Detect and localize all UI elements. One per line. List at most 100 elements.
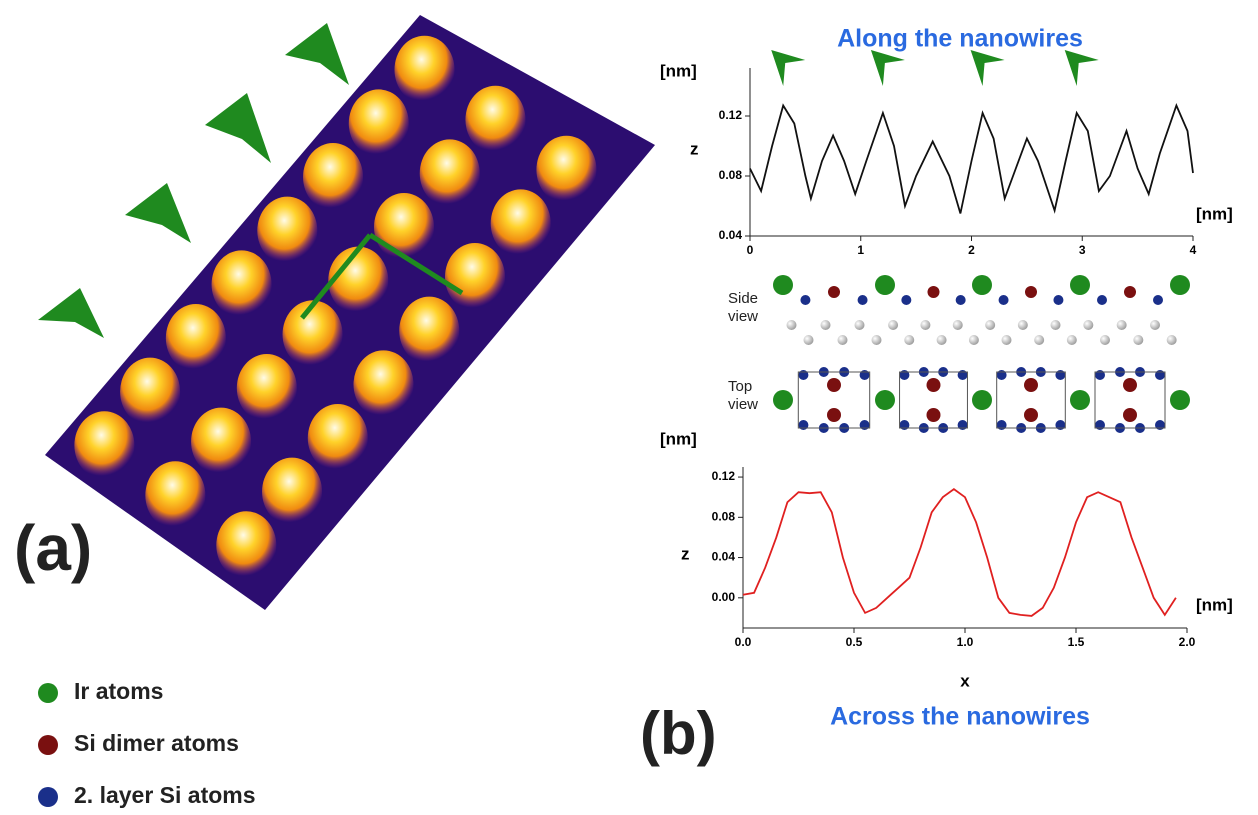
atom: [1067, 335, 1077, 345]
stm-peak: [74, 411, 134, 479]
atom: [1153, 295, 1163, 305]
atom: [953, 320, 963, 330]
figure: (a) (b) Ir atomsSi dimer atoms2. layer S…: [0, 0, 1258, 815]
peak-marker: [771, 50, 805, 86]
atom: [1083, 320, 1093, 330]
atom: [999, 295, 1009, 305]
stm-peak: [120, 358, 180, 426]
stm-peak: [216, 511, 276, 579]
x-unit: [nm]: [1196, 204, 1233, 223]
model-label: Top view: [728, 378, 768, 414]
atom: [787, 320, 797, 330]
atom: [872, 335, 882, 345]
atom: [920, 320, 930, 330]
stm-peak: [303, 143, 363, 211]
legend-swatch: [38, 735, 58, 755]
legend-swatch: [38, 683, 58, 703]
atom: [804, 335, 814, 345]
data-line: [750, 106, 1193, 214]
atom: [1133, 335, 1143, 345]
x-tick-label: 1: [857, 243, 864, 257]
atom: [1170, 390, 1190, 410]
peak-marker: [971, 50, 1005, 86]
atom: [773, 390, 793, 410]
stm-peak: [262, 458, 322, 526]
atom: [1167, 335, 1177, 345]
chart-title: Along the nanowires: [837, 25, 1083, 53]
y-unit: [nm]: [660, 429, 697, 448]
atom: [1034, 335, 1044, 345]
model-label: Side view: [728, 290, 768, 326]
stm-peak: [536, 136, 596, 204]
atom: [1070, 390, 1090, 410]
atom: [928, 286, 940, 298]
atom: [875, 275, 895, 295]
legend-label: 2. layer Si atoms: [74, 782, 256, 808]
atom: [927, 378, 941, 392]
x-tick-label: 1.0: [957, 635, 974, 649]
stm-peak: [166, 304, 226, 372]
atom: [956, 295, 966, 305]
stm-peak: [394, 36, 454, 104]
stm-peak: [145, 461, 205, 529]
chart-title: Across the nanowires: [830, 703, 1090, 731]
panel-label: (b): [640, 700, 717, 767]
page: {"panel_labels":["(a)","(b)"], "legend":…: [0, 0, 1258, 815]
x-tick-label: 4: [1190, 243, 1197, 257]
atom: [927, 408, 941, 422]
atom: [1123, 408, 1137, 422]
stm-peak: [491, 189, 551, 257]
x-tick-label: 2: [968, 243, 975, 257]
stm-peak: [191, 408, 251, 476]
y-tick-label: 0.04: [712, 550, 736, 564]
atom: [800, 295, 810, 305]
atom: [1070, 275, 1090, 295]
atomic-model: [773, 275, 1190, 433]
atom: [1051, 320, 1061, 330]
atom: [875, 390, 895, 410]
atom: [1018, 320, 1028, 330]
atom: [888, 320, 898, 330]
stm-peak: [349, 89, 409, 157]
atom: [858, 295, 868, 305]
atom: [901, 295, 911, 305]
y-tick-label: 0.08: [712, 509, 736, 523]
stm-peak: [308, 404, 368, 472]
stm-peak: [328, 247, 388, 315]
atom: [937, 335, 947, 345]
atom: [1097, 295, 1107, 305]
stm-peak: [257, 197, 317, 265]
atom: [828, 286, 840, 298]
atom: [972, 275, 992, 295]
y-tick-label: 0.12: [719, 108, 743, 122]
atom: [855, 320, 865, 330]
atom: [827, 378, 841, 392]
y-tick-label: 0.08: [719, 168, 743, 182]
legend-swatch: [38, 787, 58, 807]
stm-peak: [212, 250, 272, 318]
atom: [1025, 286, 1037, 298]
atom: [1024, 408, 1038, 422]
atom: [821, 320, 831, 330]
atom: [904, 335, 914, 345]
atom: [1024, 378, 1038, 392]
y-unit: [nm]: [660, 61, 697, 80]
atom: [1150, 320, 1160, 330]
y-tick-label: 0.00: [712, 590, 736, 604]
y-tick-label: 0.12: [712, 469, 736, 483]
y-tick-label: 0.04: [719, 228, 743, 242]
x-tick-label: 3: [1079, 243, 1086, 257]
atom: [1100, 335, 1110, 345]
x-tick-label: 0: [747, 243, 754, 257]
atom: [1170, 275, 1190, 295]
atom: [773, 275, 793, 295]
stm-peak: [283, 300, 343, 368]
atom: [1002, 335, 1012, 345]
atom: [827, 408, 841, 422]
legend-label: Si dimer atoms: [74, 730, 239, 756]
x-tick-label: 0.5: [846, 635, 863, 649]
stm-peak: [399, 297, 459, 365]
legend-label: Ir atoms: [74, 678, 163, 704]
peak-marker: [871, 50, 905, 86]
y-axis-label: z: [690, 139, 699, 158]
